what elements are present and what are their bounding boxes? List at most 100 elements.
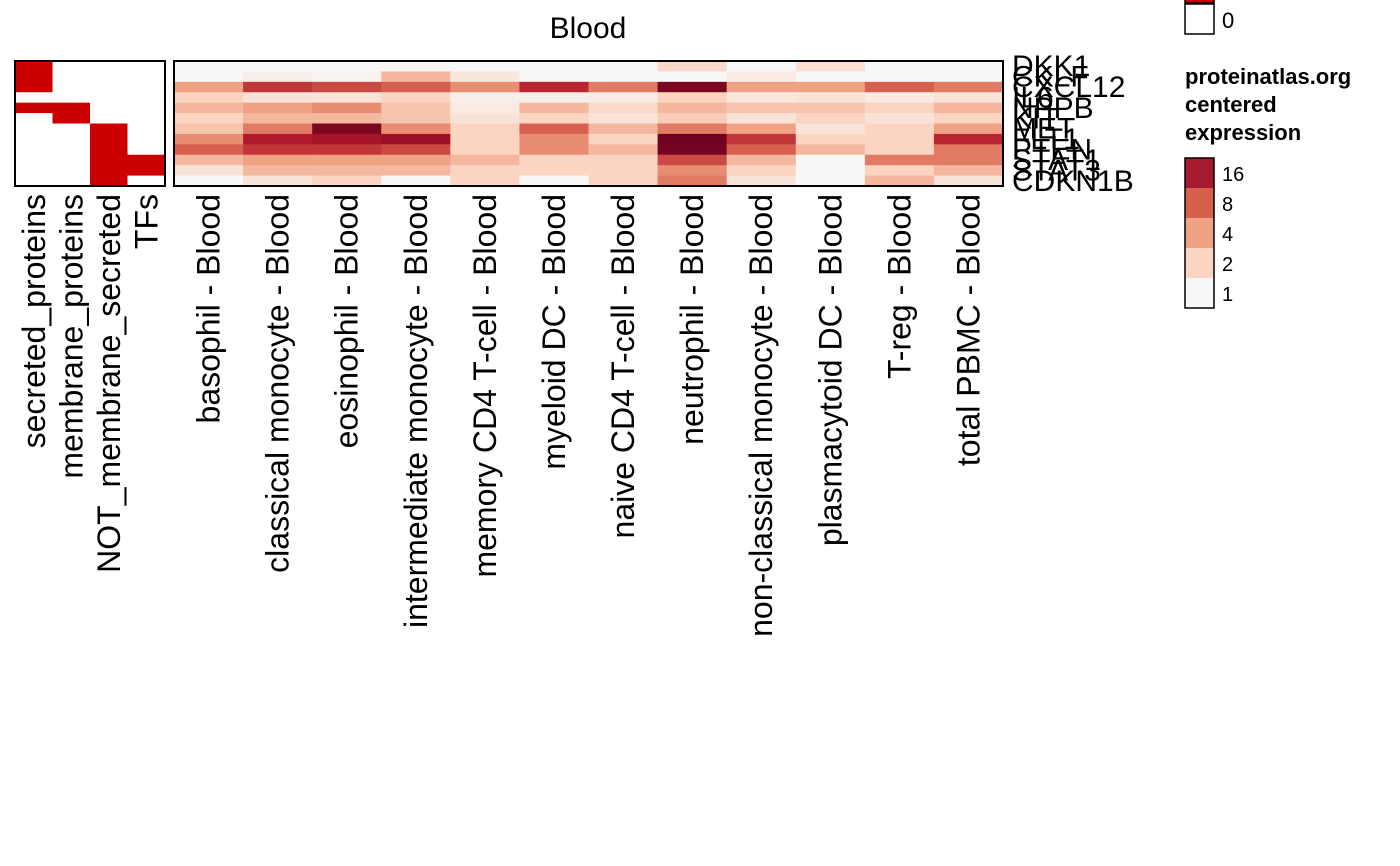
heatmap-cell-CDKN1B-6 bbox=[519, 175, 590, 187]
heatmap-cell-KIT-11 bbox=[864, 113, 935, 125]
heatmap-cell-CDKN1B-5 bbox=[450, 175, 521, 187]
annotation-cell-IL6-membrane_proteins bbox=[52, 92, 91, 104]
heatmap-cell-CXCL12-6 bbox=[519, 81, 590, 93]
row-label-CDKN1B: CDKN1B bbox=[1012, 165, 1134, 198]
heatmap-cell-MET-4 bbox=[381, 123, 451, 135]
heatmap-cell-CXCL12-11 bbox=[864, 81, 935, 93]
heatmap-cell-STAT1-3 bbox=[312, 154, 382, 166]
heatmap-cell-FLT1-4 bbox=[381, 133, 451, 145]
heatmap-cell-IL6-7 bbox=[588, 92, 659, 104]
annotation-cell-IL6-NOT_membrane_secreted bbox=[90, 92, 129, 104]
heatmap-cell-STAT3-12 bbox=[933, 165, 1004, 177]
annotation-cell-PTEN-membrane_proteins bbox=[52, 144, 91, 156]
heatmap-cell-NPPB-7 bbox=[588, 102, 659, 114]
legend-label-16: 16 bbox=[1222, 164, 1244, 186]
heatmap-cell-IL6-2 bbox=[243, 92, 313, 104]
heatmap-cell-KIT-2 bbox=[243, 113, 313, 125]
heatmap-cell-CKLF-3 bbox=[312, 71, 382, 83]
heatmap-cells bbox=[174, 61, 1004, 187]
annotation-cell-STAT3-membrane_proteins bbox=[52, 165, 91, 177]
legend-border bbox=[1184, 157, 1215, 309]
legend-label-2: 2 bbox=[1222, 254, 1233, 276]
annotation-cell-NPPB-secreted_proteins bbox=[15, 102, 54, 114]
chart-title: Blood bbox=[550, 12, 627, 45]
heatmap-cell-STAT3-1 bbox=[174, 165, 244, 177]
legend-label-1: 1 bbox=[1222, 284, 1233, 306]
column-label-9: non-classical monocyte - Blood bbox=[743, 194, 779, 637]
heatmap-cell-IL6-5 bbox=[450, 92, 521, 104]
heatmap-cell-DKK1-6 bbox=[519, 61, 590, 73]
heatmap-cell-STAT1-7 bbox=[588, 154, 659, 166]
heatmap-cell-MET-1 bbox=[174, 123, 244, 135]
heatmap-cell-CXCL12-5 bbox=[450, 81, 521, 93]
annotation-cell-DKK1-NOT_membrane_secreted bbox=[90, 61, 129, 73]
annotation-legend-key-zero bbox=[1184, 3, 1215, 35]
heatmap-cell-NPPB-1 bbox=[174, 102, 244, 114]
annotation-cell-FLT1-membrane_proteins bbox=[52, 133, 91, 145]
heatmap-cell-STAT1-6 bbox=[519, 154, 590, 166]
heatmap-cell-FLT1-12 bbox=[933, 133, 1004, 145]
annotation-label-membrane_proteins: membrane_proteins bbox=[53, 194, 89, 479]
annotation-cell-PTEN-TFs bbox=[127, 144, 166, 156]
row-label-KIT: KIT bbox=[1012, 102, 1059, 135]
heatmap-cell-DKK1-2 bbox=[243, 61, 313, 73]
annotation-cell-DKK1-membrane_proteins bbox=[52, 61, 91, 73]
heatmap-cell-MET-12 bbox=[933, 123, 1004, 135]
heatmap-cell-DKK1-9 bbox=[726, 61, 797, 73]
heatmap-cell-STAT1-11 bbox=[864, 154, 935, 166]
heatmap-cell-STAT1-2 bbox=[243, 154, 313, 166]
annotation-cell-CXCL12-NOT_membrane_secreted bbox=[90, 81, 129, 93]
annotation-cell-MET-TFs bbox=[127, 123, 166, 135]
annotation-cells bbox=[15, 61, 166, 187]
heatmap-cell-STAT1-1 bbox=[174, 154, 244, 166]
legend-title-line-2: centered bbox=[1185, 92, 1277, 117]
annotation-cell-STAT3-NOT_membrane_secreted bbox=[90, 165, 129, 177]
heatmap-cell-FLT1-11 bbox=[864, 133, 935, 145]
annotation-cell-KIT-membrane_proteins bbox=[52, 113, 91, 125]
row-label-IL6: IL6 bbox=[1012, 81, 1054, 114]
annotation-cell-NPPB-NOT_membrane_secreted bbox=[90, 102, 129, 114]
heatmap-cell-MET-5 bbox=[450, 123, 521, 135]
heatmap-cell-STAT3-5 bbox=[450, 165, 521, 177]
heatmap-cell-PTEN-8 bbox=[657, 144, 728, 156]
heatmap-cell-NPPB-4 bbox=[381, 102, 451, 114]
row-label-STAT1: STAT1 bbox=[1012, 144, 1101, 177]
row-label-DKK1: DKK1 bbox=[1012, 50, 1090, 83]
heatmap-cell-IL6-9 bbox=[726, 92, 797, 104]
annotation-cell-STAT1-NOT_membrane_secreted bbox=[90, 154, 129, 166]
heatmap-cell-PTEN-9 bbox=[726, 144, 797, 156]
heatmap-cell-STAT3-4 bbox=[381, 165, 451, 177]
heatmap-cell-STAT3-10 bbox=[795, 165, 866, 177]
heatmap-cell-STAT3-7 bbox=[588, 165, 659, 177]
column-label-2: classical monocyte - Blood bbox=[260, 194, 296, 573]
heatmap-cell-IL6-10 bbox=[795, 92, 866, 104]
heatmap-cell-MET-2 bbox=[243, 123, 313, 135]
heatmap-cell-MET-3 bbox=[312, 123, 382, 135]
legend-key-8 bbox=[1185, 188, 1214, 218]
annotation-cell-STAT1-membrane_proteins bbox=[52, 154, 91, 166]
annotation-cell-DKK1-secreted_proteins bbox=[15, 61, 54, 73]
heatmap-cell-NPPB-12 bbox=[933, 102, 1004, 114]
heatmap-cell-CDKN1B-9 bbox=[726, 175, 797, 187]
column-label-3: eosinophil - Blood bbox=[329, 194, 365, 448]
legend-key-16 bbox=[1185, 158, 1214, 188]
annotation-cell-FLT1-NOT_membrane_secreted bbox=[90, 133, 129, 145]
heatmap-cell-FLT1-8 bbox=[657, 133, 728, 145]
heatmap-cell-DKK1-10 bbox=[795, 61, 866, 73]
annotation-cell-PTEN-secreted_proteins bbox=[15, 144, 54, 156]
annotation-cell-IL6-secreted_proteins bbox=[15, 92, 54, 104]
heatmap-cell-STAT1-9 bbox=[726, 154, 797, 166]
column-label-6: myeloid DC - Blood bbox=[536, 194, 572, 470]
heatmap-cell-KIT-1 bbox=[174, 113, 244, 125]
annotation-cell-MET-NOT_membrane_secreted bbox=[90, 123, 129, 135]
annotation-legend: 0 bbox=[1184, 0, 1234, 35]
heatmap-cell-PTEN-10 bbox=[795, 144, 866, 156]
heatmap-cell-IL6-4 bbox=[381, 92, 451, 104]
heatmap-cell-STAT3-3 bbox=[312, 165, 382, 177]
heatmap-cell-PTEN-7 bbox=[588, 144, 659, 156]
annotation-cell-KIT-secreted_proteins bbox=[15, 113, 54, 125]
column-label-8: neutrophil - Blood bbox=[674, 194, 710, 445]
annotation-labels: secreted_proteins membrane_proteins NOT_me… bbox=[16, 194, 165, 573]
row-label-CXCL12: CXCL12 bbox=[1012, 71, 1125, 104]
heatmap-cell-KIT-6 bbox=[519, 113, 590, 125]
